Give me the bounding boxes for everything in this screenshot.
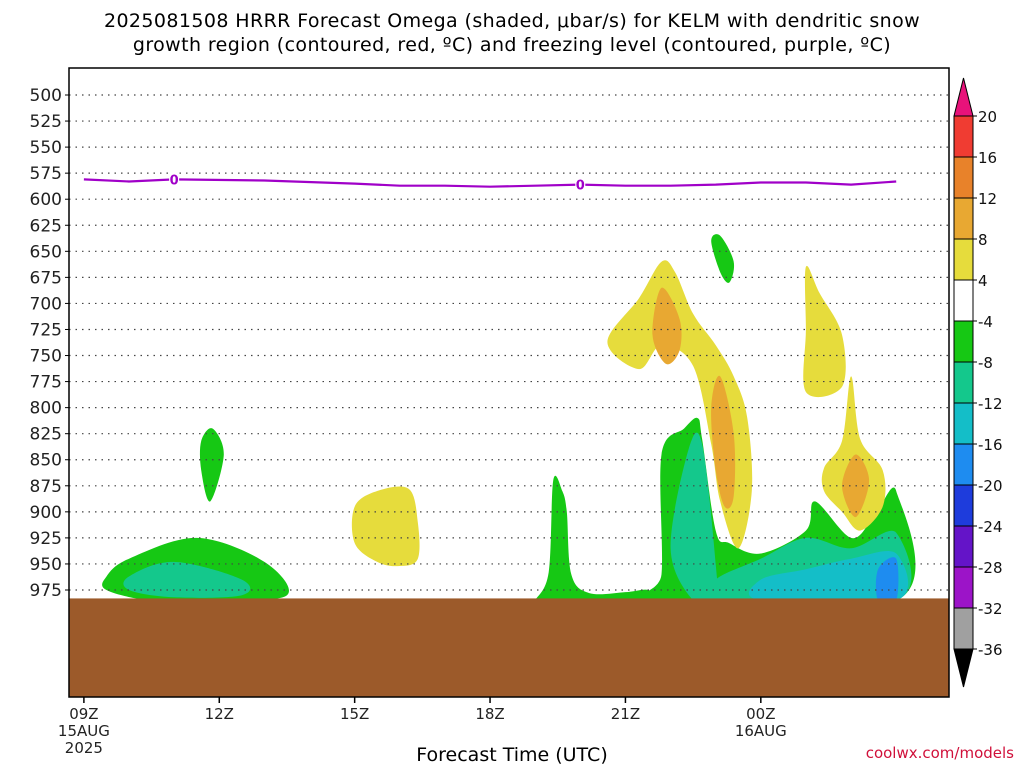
colorbar-label: -32 — [978, 600, 1003, 618]
colorbar-label: -36 — [978, 641, 1003, 659]
omega-region-8 — [875, 557, 899, 605]
chart-title-line-2: growth region (contoured, red, ºC) and f… — [132, 34, 892, 56]
y-axis: 500 525 550 575 600 625 650 675 700 725 750 775 800 8… — [30, 86, 69, 601]
y-tick-label: 900 — [30, 503, 62, 523]
omega-region-13 — [711, 375, 736, 509]
omega-region-7 — [748, 551, 909, 605]
y-tick-label: 775 — [30, 373, 62, 393]
omega-region-11 — [607, 260, 753, 549]
colorbar-arrow-top — [953, 77, 974, 117]
y-tick-label: 650 — [30, 242, 62, 262]
x-tick-sublabel: 2025 — [65, 739, 103, 757]
x-tick-sublabel: 16AUG — [735, 722, 787, 740]
y-tick-label: 675 — [30, 268, 62, 288]
freezing-level-label: 0 — [170, 173, 179, 188]
colorbar-arrow-bottom — [953, 648, 974, 688]
colorbar-label: -24 — [978, 518, 1003, 536]
x-tick-label: 12Z — [205, 705, 234, 723]
chart-title-line-1: 2025081508 HRRR Forecast Omega (shaded, … — [103, 10, 921, 32]
omega-region-15 — [821, 376, 886, 531]
freezing-label-bg-1 — [575, 177, 586, 191]
omega-region-9 — [711, 234, 735, 283]
colorbar-legend: 20 16 12 8 4 -4 -8 -12 -16 -20 -24 -28 -32 -36 — [953, 77, 1003, 688]
source-credit: coolwx.com/models — [865, 744, 1014, 762]
x-tick-label: 21Z — [611, 705, 640, 723]
omega-region-10 — [351, 486, 420, 567]
omega-region-2 — [199, 428, 224, 502]
x-tick-label: 00Z — [746, 705, 775, 723]
y-tick-label: 925 — [30, 529, 62, 549]
y-tick-label: 850 — [30, 451, 62, 471]
colorbar-band — [953, 156, 974, 199]
omega-region-12 — [652, 287, 682, 365]
surface-ground — [69, 598, 949, 697]
colorbar-label: 12 — [978, 190, 997, 208]
colorbar-band — [953, 279, 974, 322]
y-tick-label: 500 — [30, 86, 62, 106]
x-tick-label: 18Z — [475, 705, 504, 723]
x-tick-label: 15Z — [340, 705, 369, 723]
colorbar-band — [953, 320, 974, 363]
colorbar-label: -20 — [978, 477, 1003, 495]
colorbar-label: -4 — [978, 313, 993, 331]
colorbar-band — [953, 115, 974, 158]
colorbar-label: -12 — [978, 395, 1003, 413]
plot-border — [68, 67, 950, 698]
colorbar-band — [953, 402, 974, 445]
x-tick-label: 09Z — [69, 705, 98, 723]
colorbar-band — [953, 238, 974, 281]
y-tick-label: 800 — [30, 399, 62, 419]
x-tick-sublabel: 15AUG — [58, 722, 110, 740]
freezing-level-line — [83, 178, 897, 188]
colorbar-label: -8 — [978, 354, 993, 372]
y-tick-label: 750 — [30, 347, 62, 367]
omega-region-1 — [123, 561, 251, 598]
colorbar-band — [953, 607, 974, 650]
y-tick-label: 600 — [30, 190, 62, 210]
colorbar-label: 16 — [978, 149, 997, 167]
omega-region-3 — [526, 475, 658, 604]
colorbar-band — [953, 197, 974, 240]
y-tick-label: 825 — [30, 425, 62, 445]
x-axis-title: Forecast Time (UTC) — [416, 744, 608, 766]
colorbar-band — [953, 443, 974, 486]
colorbar-band — [953, 484, 974, 527]
y-tick-label: 950 — [30, 555, 62, 575]
colorbar-band — [953, 566, 974, 609]
y-tick-label: 700 — [30, 294, 62, 314]
y-tick-label: 975 — [30, 581, 62, 601]
y-tick-label: 725 — [30, 320, 62, 340]
freezing-level-label: 0 — [576, 179, 585, 194]
colorbar-band — [953, 525, 974, 568]
y-tick-label: 550 — [30, 138, 62, 158]
y-tick-label: 575 — [30, 164, 62, 184]
colorbar-band — [953, 361, 974, 404]
freezing-label-bg-0 — [169, 172, 180, 186]
colorbar-label: 20 — [978, 108, 997, 126]
y-tick-label: 875 — [30, 477, 62, 497]
omega-region-14 — [803, 265, 846, 398]
colorbar-label: -28 — [978, 559, 1003, 577]
colorbar-label: 8 — [978, 231, 988, 249]
y-tick-label: 525 — [30, 112, 62, 132]
colorbar-label: 4 — [978, 272, 988, 290]
colorbar-label: -16 — [978, 436, 1003, 454]
y-tick-label: 625 — [30, 216, 62, 236]
omega-region-5 — [670, 432, 718, 606]
